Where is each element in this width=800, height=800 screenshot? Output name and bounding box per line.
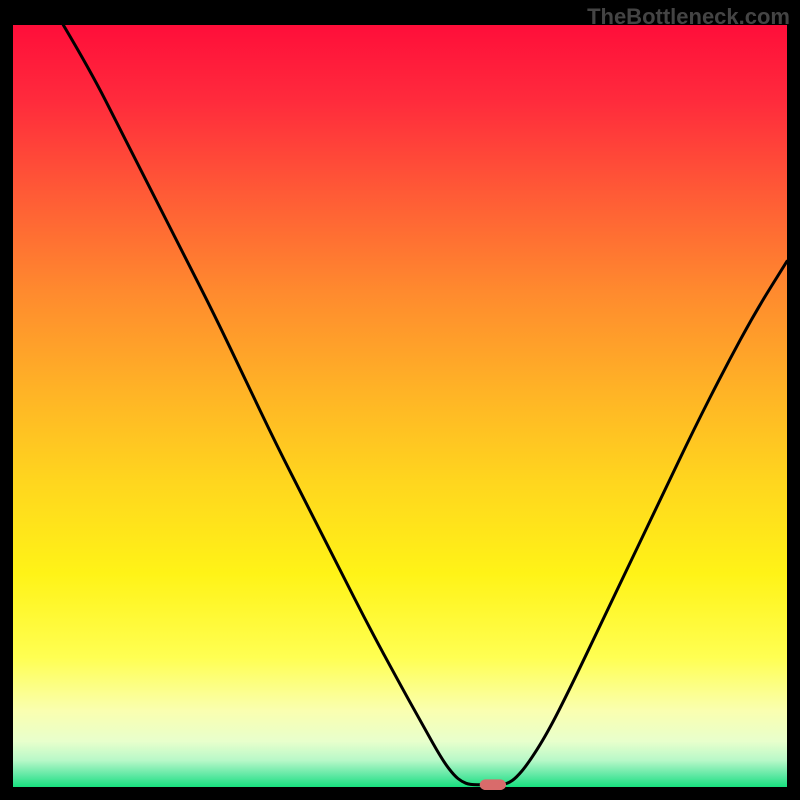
optimal-point-marker [480,779,506,790]
plot-background [13,25,787,787]
bottleneck-chart-svg [0,0,800,800]
chart-container: TheBottleneck.com [0,0,800,800]
